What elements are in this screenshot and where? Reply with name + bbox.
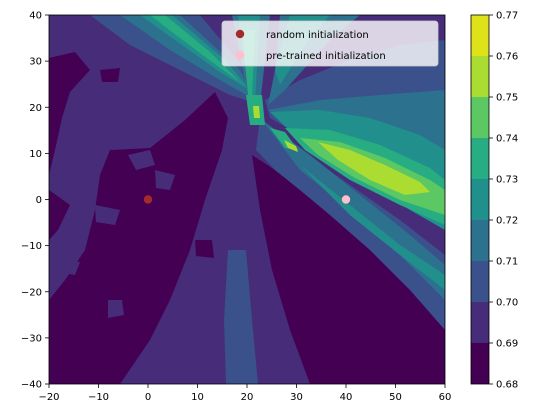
x-tick-label: 20	[241, 392, 254, 403]
contour-fragment	[58, 260, 80, 275]
colorbar-tick-label: 0.68	[496, 380, 518, 391]
x-tick-label: 10	[191, 392, 204, 403]
contour-band-0.72-0.73	[300, 165, 445, 290]
contour-band-0.68-0.69	[49, 92, 228, 384]
contour-band-0.75-0.76	[284, 140, 298, 152]
x-tick-label: 0	[145, 392, 151, 403]
contour-field	[49, 15, 445, 384]
colorbar-band	[471, 15, 489, 56]
contour-band-0.75-0.76	[318, 142, 430, 195]
legend-marker-pretrained	[235, 50, 245, 60]
contour-fragment	[108, 300, 124, 318]
x-tick-label: 60	[439, 392, 452, 403]
contour-fragment	[95, 205, 120, 225]
colorbar-tick-label: 0.73	[496, 175, 518, 186]
contour-fragment	[100, 68, 120, 82]
y-tick-label: 40	[29, 11, 42, 22]
colorbar-tick-label: 0.71	[496, 257, 518, 268]
colorbar-band	[471, 302, 489, 343]
y-axis: −40 −30 −20 −10 0 10 20 30 40	[21, 11, 49, 391]
pretrained-init-point	[341, 195, 351, 204]
colorbar-band	[471, 56, 489, 97]
colorbar-band	[471, 179, 489, 220]
contour-band-0.72-0.73	[140, 15, 250, 90]
colorbar-tick-label: 0.76	[496, 52, 518, 63]
colorbar-band	[471, 261, 489, 302]
legend-box	[221, 20, 439, 67]
legend-label-pretrained: pre-trained initialization	[266, 51, 386, 62]
colorbar-tick-label: 0.70	[496, 298, 518, 309]
y-tick-label: 10	[29, 149, 42, 160]
random-init-point	[143, 195, 153, 204]
colorbar-band	[471, 97, 489, 138]
contour-band-0.73-0.74	[150, 15, 240, 82]
y-tick-label: −40	[21, 380, 42, 391]
colorbar-frame	[470, 14, 490, 385]
colorbar-band	[471, 138, 489, 179]
y-tick-label: 30	[29, 57, 42, 68]
y-tick-label: −10	[21, 241, 42, 252]
colorbar-tick-label: 0.77	[496, 11, 518, 22]
y-tick-label: −20	[21, 287, 42, 298]
legend: random initialization pre-trained initia…	[221, 20, 439, 67]
contour-fragment	[155, 170, 175, 190]
contour-fragment	[195, 240, 214, 258]
colorbar-tick-label: 0.69	[496, 339, 518, 350]
legend-label-random: random initialization	[266, 30, 369, 41]
x-tick-label: −20	[38, 392, 59, 403]
colorbar-band	[471, 220, 489, 261]
contour-fragment	[128, 150, 155, 170]
x-tick-label: 50	[389, 392, 402, 403]
contour-band-0.71-0.72	[120, 15, 255, 100]
x-tick-label: 40	[340, 392, 353, 403]
colorbar-tick-label: 0.75	[496, 93, 518, 104]
legend-marker-random	[235, 29, 245, 39]
x-tick-label: 30	[290, 392, 303, 403]
x-tick-label: −10	[88, 392, 109, 403]
colorbar-tick-label: 0.72	[496, 216, 518, 227]
x-axis: −20 −10 0 10 20 30 40 50 60	[38, 384, 451, 403]
colorbar: 0.68 0.69 0.70 0.71 0.72 0.73 0.74 0.75 0.76 0.77	[470, 11, 518, 391]
contour-band-0.68-0.69	[252, 155, 445, 384]
y-tick-label: 0	[36, 195, 42, 206]
colorbar-tick-label: 0.74	[496, 134, 518, 145]
y-tick-label: 20	[29, 103, 42, 114]
contour-band-0.68-0.69	[49, 52, 90, 175]
y-tick-label: −30	[21, 333, 42, 344]
colorbar-band	[471, 343, 489, 384]
contour-band-0.68-0.69	[49, 190, 70, 240]
contour-band-0.70-0.71	[90, 15, 262, 105]
contour-band-0.70-0.71	[224, 250, 258, 384]
contour-band-0.75-0.76	[253, 106, 260, 118]
initialization-markers	[143, 195, 351, 204]
